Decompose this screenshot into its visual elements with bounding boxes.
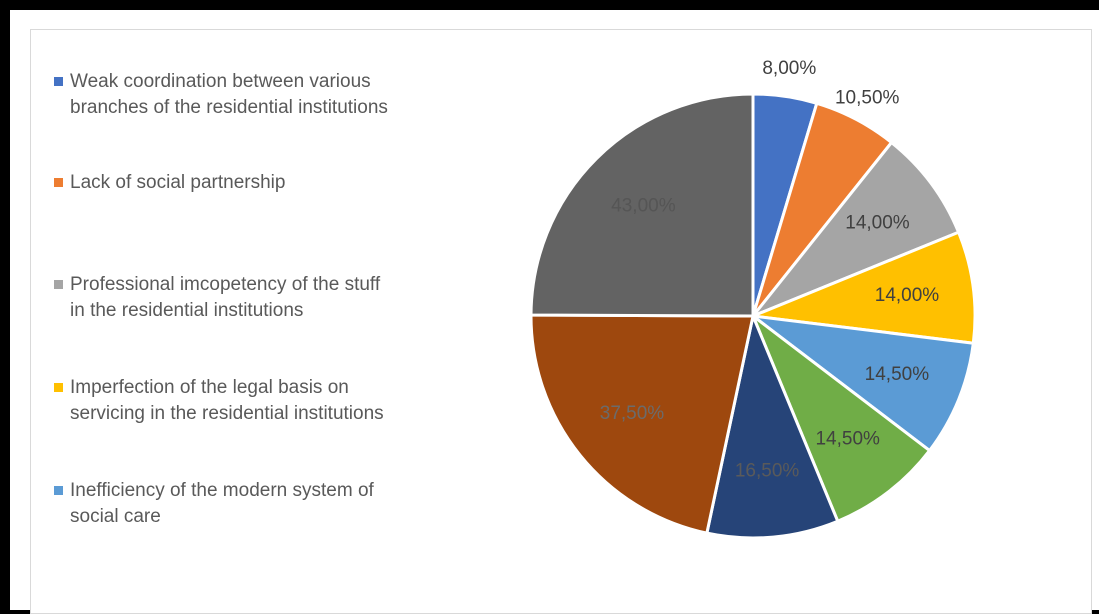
pie-slice — [529, 92, 755, 318]
legend-item: Lack of social partnership — [54, 170, 399, 196]
legend-item: Imperfection of the legal basis on servi… — [54, 375, 399, 427]
legend-label: Professional imcopetency of the stuff in… — [70, 274, 381, 321]
slice-value-label: 14,50% — [865, 364, 930, 385]
slice-value-label: 37,50% — [600, 403, 665, 424]
pie-slice — [529, 313, 755, 535]
slice-value-label: 14,00% — [845, 212, 910, 233]
pie-slice — [751, 141, 961, 318]
legend-swatch — [54, 280, 63, 289]
legend-label: Imperfection of the legal basis on servi… — [70, 377, 384, 424]
legend-label: Inefficiency of the modern system of soc… — [70, 480, 374, 527]
slice-value-label: 10,50% — [835, 88, 900, 109]
slice-value-label: 16,50% — [735, 460, 800, 481]
legend-swatch — [54, 486, 63, 495]
legend-swatch — [54, 178, 63, 187]
pie-slice — [751, 230, 977, 345]
legend-item: Inefficiency of the modern system of soc… — [54, 478, 399, 530]
slice-value-label: 14,50% — [815, 429, 880, 450]
legend-item: Professional imcopetency of the stuff in… — [54, 272, 399, 324]
pie-slice — [751, 314, 932, 523]
slice-value-label: 43,00% — [611, 195, 676, 216]
slice-value-label: 8,00% — [762, 58, 816, 79]
legend-label: Lack of social partnership — [70, 172, 286, 193]
legend-swatch — [54, 383, 63, 392]
legend-swatch — [54, 77, 63, 86]
pie-slice — [751, 314, 975, 453]
pie-slice — [705, 314, 840, 540]
slice-value-label: 14,00% — [875, 285, 940, 306]
legend-label: Weak coordination between various branch… — [70, 71, 388, 118]
legend-item: Weak coordination between various branch… — [54, 69, 399, 121]
